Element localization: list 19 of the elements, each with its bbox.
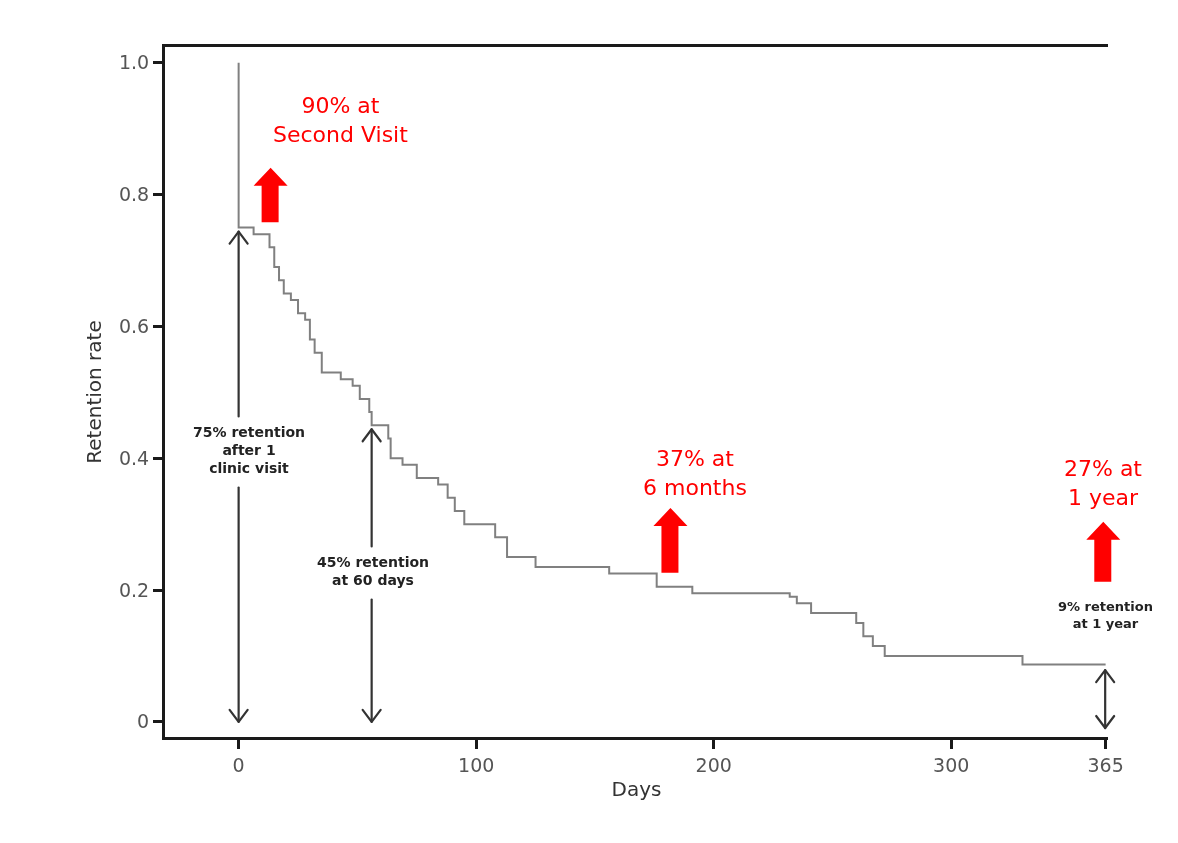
y-tick-label: 0.4 xyxy=(118,446,150,469)
x-tick-label: 100 xyxy=(458,753,495,776)
y-tick-label: 0.2 xyxy=(118,578,150,601)
y-tick-label: 1.0 xyxy=(118,51,150,74)
x-axis-title: Days xyxy=(611,777,662,802)
x-tick-label: 0 xyxy=(232,753,245,776)
annotation: 37% at 6 months xyxy=(643,446,747,500)
y-tick-label: 0 xyxy=(137,710,150,733)
y-axis-title: Retention rate xyxy=(82,320,107,464)
y-tick-label: 0.8 xyxy=(118,183,150,206)
annotation: 27% at 1 year xyxy=(1064,456,1143,510)
y-tick-label: 0.6 xyxy=(118,315,150,338)
x-tick-label: 300 xyxy=(933,753,970,776)
annotation: 90% at Second Visit xyxy=(273,93,409,147)
x-tick-label: 200 xyxy=(695,753,732,776)
annotation: 45% retention at 60 days xyxy=(317,554,430,589)
annotation: 75% retention after 1 clinic visit xyxy=(193,424,306,477)
x-tick-label: 365 xyxy=(1087,753,1124,776)
annotation: 9% retention at 1 year xyxy=(1058,599,1153,631)
